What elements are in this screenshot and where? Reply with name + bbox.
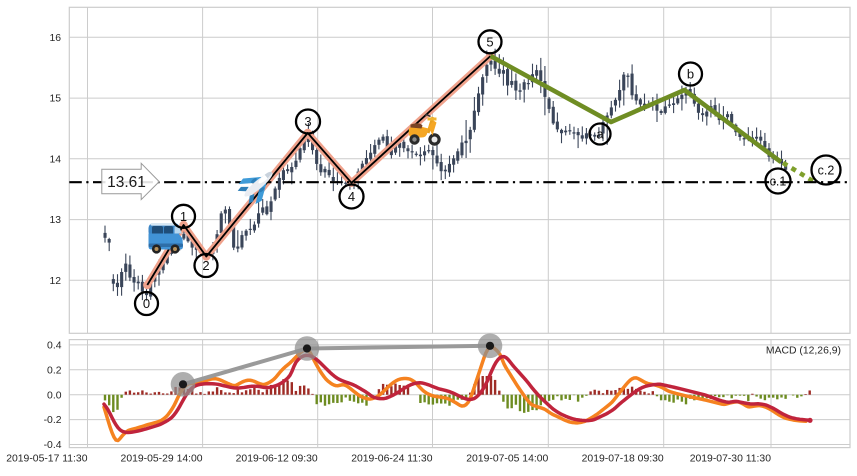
svg-text:2019-07-30 11:30: 2019-07-30 11:30	[690, 454, 771, 465]
svg-text:15: 15	[49, 94, 61, 105]
svg-text:2019-06-12 09:30: 2019-06-12 09:30	[236, 454, 318, 465]
svg-text:0: 0	[143, 296, 150, 311]
svg-text:0.4: 0.4	[47, 341, 62, 352]
svg-text:2019-05-17 11:30: 2019-05-17 11:30	[6, 454, 87, 465]
svg-text:2: 2	[202, 258, 209, 273]
svg-text:3: 3	[304, 114, 311, 129]
svg-text:-0.2: -0.2	[44, 415, 62, 426]
svg-text:13: 13	[49, 215, 61, 226]
svg-text:12: 12	[49, 276, 61, 287]
svg-text:0.2: 0.2	[47, 365, 62, 376]
svg-text:MACD (12,26,9): MACD (12,26,9)	[766, 346, 841, 357]
svg-text:5: 5	[486, 35, 493, 50]
svg-text:2019-07-05 14:00: 2019-07-05 14:00	[466, 454, 548, 465]
svg-text:2019-05-29 14:00: 2019-05-29 14:00	[121, 454, 203, 465]
svg-text:b: b	[687, 67, 694, 82]
svg-text:a: a	[596, 127, 604, 142]
svg-text:-0.4: -0.4	[44, 440, 62, 451]
svg-text:4: 4	[348, 189, 355, 204]
svg-text:14: 14	[49, 154, 61, 165]
svg-text:c.1: c.1	[770, 175, 787, 189]
svg-text:2019-07-18 09:30: 2019-07-18 09:30	[582, 454, 664, 465]
svg-text:0.0: 0.0	[47, 390, 62, 401]
svg-text:1: 1	[180, 209, 187, 224]
svg-text:2019-06-24 11:30: 2019-06-24 11:30	[351, 454, 432, 465]
svg-text:c.2: c.2	[818, 164, 835, 178]
svg-text:16: 16	[49, 33, 61, 44]
svg-text:13.61: 13.61	[107, 174, 146, 191]
